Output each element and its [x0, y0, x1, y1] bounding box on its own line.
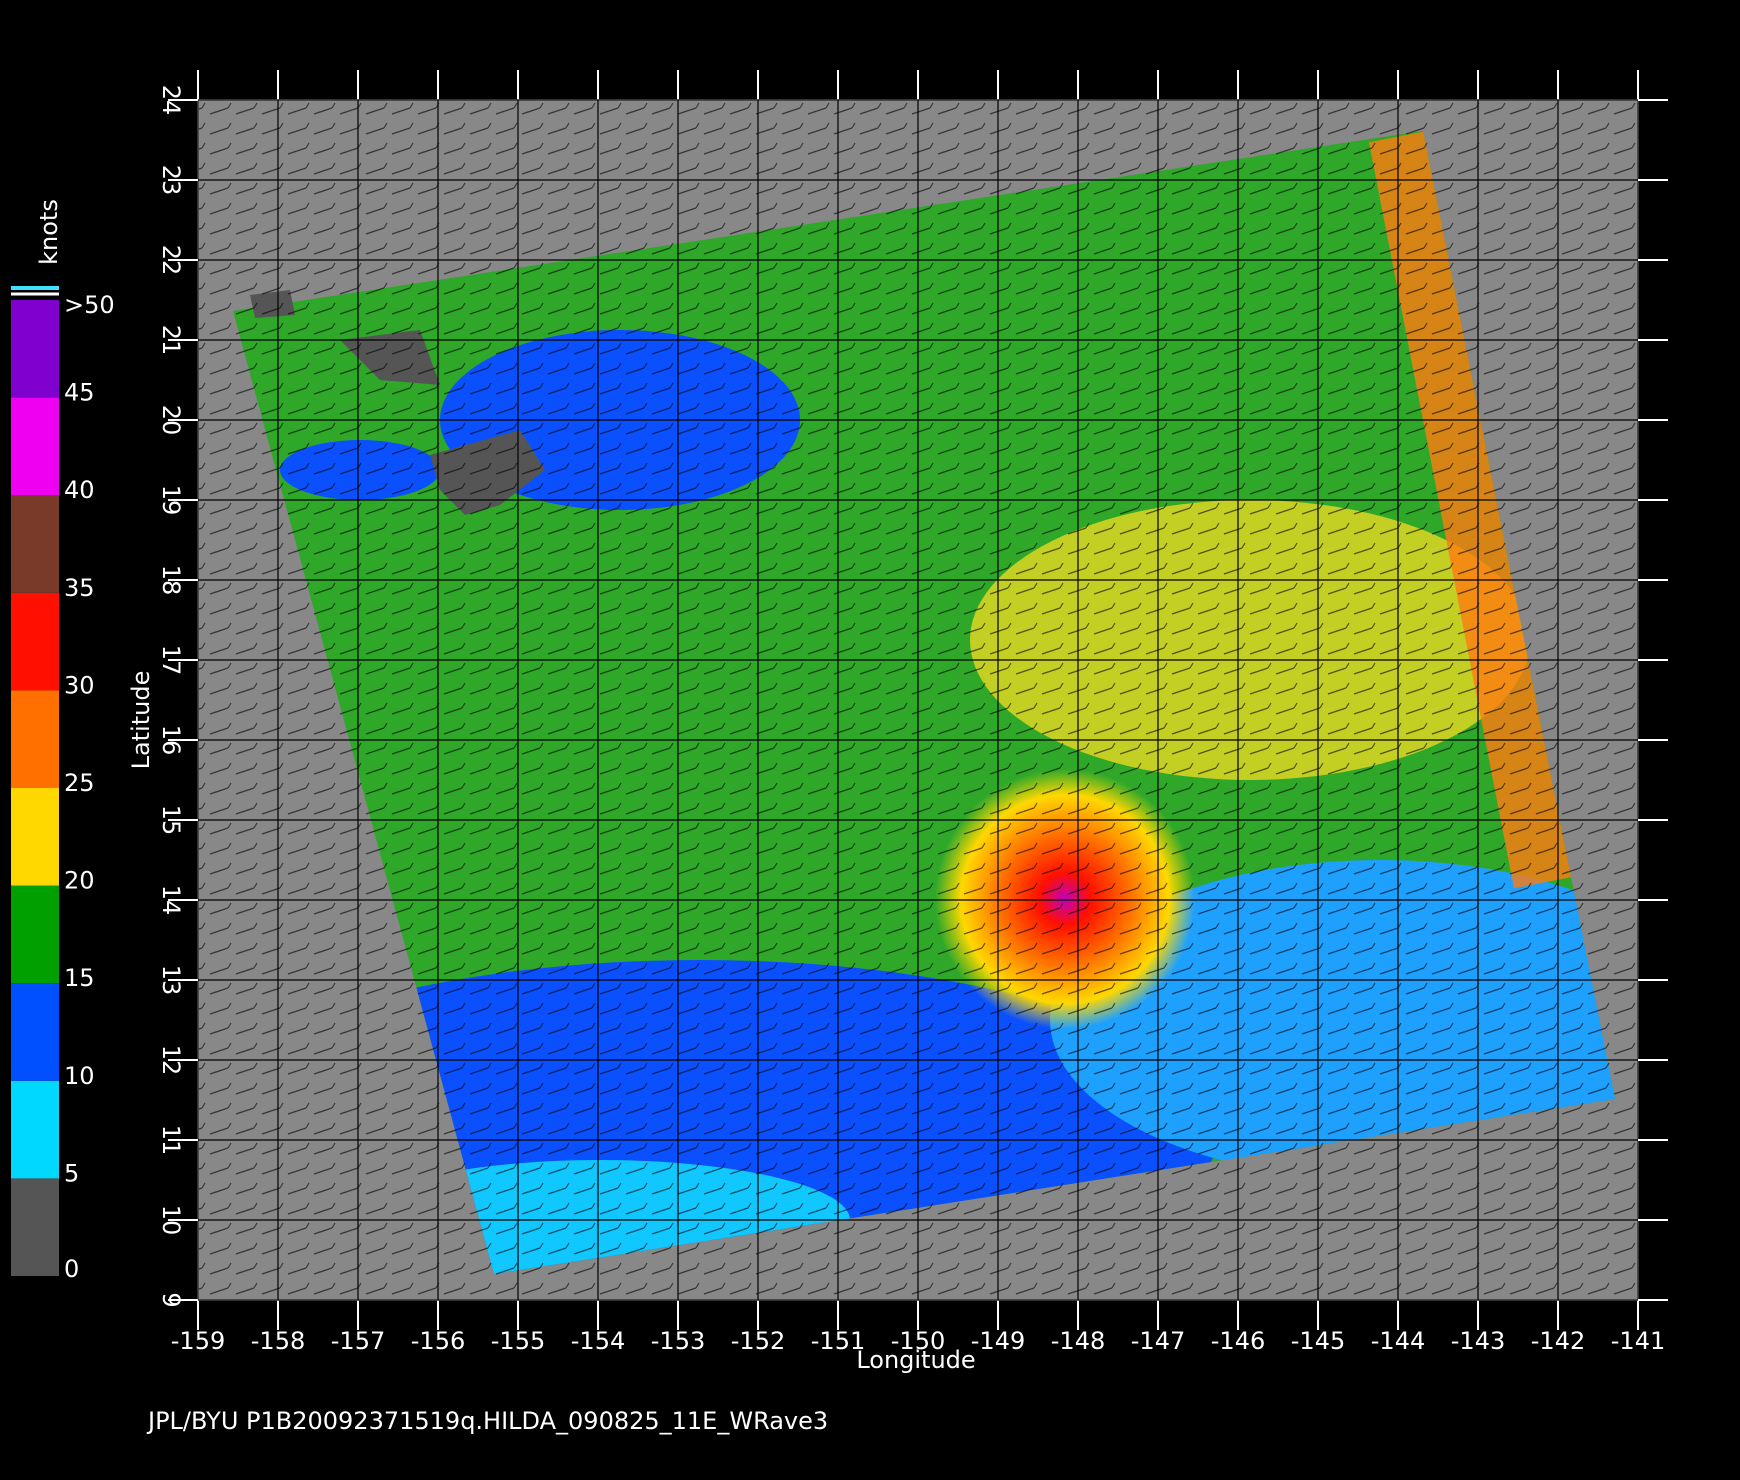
colorbar-tick-label: >50: [64, 291, 115, 319]
y-tick-label: 19: [157, 485, 185, 516]
x-tick-label: -157: [331, 1327, 385, 1355]
x-tick-label: -149: [971, 1327, 1025, 1355]
y-tick-label: 11: [157, 1125, 185, 1156]
colorbar-segment: [11, 788, 59, 886]
x-tick-label: -159: [171, 1327, 225, 1355]
x-tick-label: -156: [411, 1327, 465, 1355]
x-tick-label: -141: [1611, 1327, 1665, 1355]
colorbar-segment: [11, 300, 59, 398]
y-tick-label: 15: [157, 805, 185, 836]
map-layer: [198, 100, 1638, 1300]
colorbar-tick-label: 20: [64, 867, 95, 895]
x-tick-label: -145: [1291, 1327, 1345, 1355]
colorbar-segment: [11, 690, 59, 788]
colorbar-tick-label: 15: [64, 964, 95, 992]
x-tick-label: -155: [491, 1327, 545, 1355]
x-axis-label: Longitude: [856, 1346, 975, 1374]
y-tick-label: 12: [157, 1045, 185, 1076]
x-tick-label: -146: [1211, 1327, 1265, 1355]
y-tick-label: 17: [157, 645, 185, 676]
colorbar-segment: [11, 885, 59, 984]
x-tick-label: -153: [651, 1327, 705, 1355]
colorbar-tick-label: 30: [64, 671, 95, 699]
colorbar-tick-label: 0: [64, 1255, 79, 1283]
x-tick-label: -150: [891, 1327, 945, 1355]
y-tick-label: 21: [157, 325, 185, 356]
colorbar-segment: [11, 1080, 59, 1179]
y-tick-label: 16: [157, 725, 185, 756]
colorbar-segment: [11, 397, 59, 496]
y-tick-label: 24: [157, 85, 185, 116]
footer: JPL/BYU P1B20092371519q.HILDA_090825_11E…: [146, 1407, 828, 1435]
colorbar-tick-label: 10: [64, 1062, 95, 1090]
y-tick-label: 22: [157, 245, 185, 276]
x-tick-label: -151: [811, 1327, 865, 1355]
colorbar-tick-label: 45: [64, 379, 95, 407]
x-tick-label: -143: [1451, 1327, 1505, 1355]
y-tick-label: 9: [157, 1292, 185, 1307]
colorbar-segment: [11, 983, 59, 1081]
y-tick-label: 20: [157, 405, 185, 436]
colorbar-label: knots: [35, 199, 63, 265]
colorbar-tick-label: 40: [64, 476, 95, 504]
y-tick-label: 18: [157, 565, 185, 596]
y-axis-label: Latitude: [127, 671, 155, 770]
colorbar-tick-label: 5: [64, 1159, 79, 1187]
x-tick-label: -154: [571, 1327, 625, 1355]
colorbar-segment: [11, 1178, 59, 1276]
colorbar-tick-label: 35: [64, 574, 95, 602]
x-tick-label: -144: [1371, 1327, 1425, 1355]
x-tick-label: -152: [731, 1327, 785, 1355]
y-tick-label: 23: [157, 165, 185, 196]
x-tick-label: -158: [251, 1327, 305, 1355]
colorbar-segment: [11, 592, 59, 691]
x-tick-label: -142: [1531, 1327, 1585, 1355]
colorbar-tick-label: 25: [64, 769, 95, 797]
y-tick-label: 13: [157, 965, 185, 996]
y-tick-label: 14: [157, 885, 185, 916]
x-tick-label: -148: [1051, 1327, 1105, 1355]
y-tick-label: 10: [157, 1205, 185, 1236]
x-tick-label: -147: [1131, 1327, 1185, 1355]
colorbar-segment: [11, 495, 59, 593]
